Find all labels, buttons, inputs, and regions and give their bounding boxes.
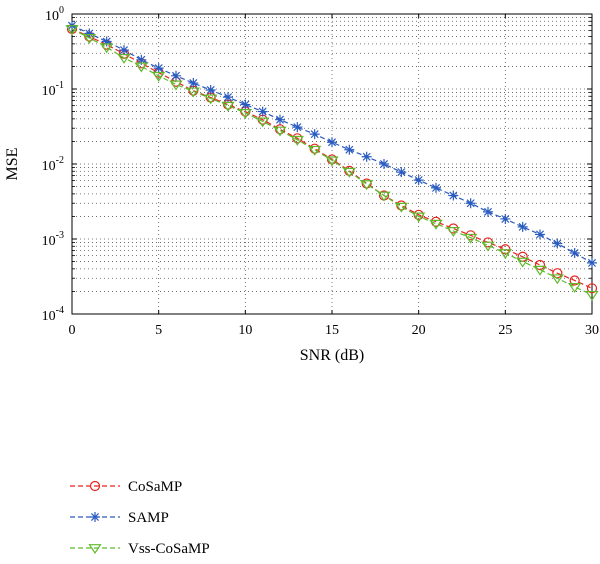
series-line — [71, 28, 593, 296]
data-point — [533, 265, 547, 276]
data-point — [88, 544, 102, 555]
data-point — [256, 117, 270, 128]
y-tick-label: 10-3 — [42, 230, 64, 249]
y-tick-label: 10-2 — [42, 155, 64, 174]
data-point — [377, 191, 391, 202]
data-point — [481, 241, 495, 252]
x-tick-label: 10 — [238, 323, 252, 338]
y-tick-label: 10-4 — [42, 305, 64, 324]
legend: CoSaMP SAMP Vss-CoSaMP — [70, 479, 210, 557]
series-vss-cosamp — [65, 25, 599, 301]
data-point — [84, 28, 95, 39]
data-point — [188, 78, 199, 89]
legend-item: Vss-CoSaMP — [70, 541, 210, 557]
x-tick-label: 15 — [325, 323, 339, 338]
data-point — [169, 80, 183, 91]
data-point — [171, 70, 181, 81]
data-point — [500, 213, 511, 224]
y-tick-label: 100 — [45, 5, 64, 24]
data-point — [431, 182, 441, 193]
legend-label: Vss-CoSaMP — [128, 541, 210, 557]
data-point — [273, 126, 287, 137]
data-point — [361, 151, 372, 162]
data-point — [342, 167, 356, 178]
data-point — [309, 129, 320, 140]
data-point — [379, 159, 389, 169]
data-point — [186, 87, 200, 98]
x-tick-label: 25 — [498, 323, 512, 338]
data-point — [535, 229, 545, 240]
data-point — [152, 71, 166, 82]
data-point — [446, 227, 460, 237]
data-point — [464, 233, 478, 244]
data-point — [586, 283, 598, 294]
legend-label: CoSaMP — [128, 479, 182, 495]
data-point — [223, 92, 233, 103]
data-point — [292, 122, 303, 133]
data-point — [396, 167, 407, 178]
data-point — [90, 512, 100, 522]
y-axis-label: MSE — [4, 148, 21, 181]
data-point — [238, 109, 252, 119]
data-point — [344, 144, 355, 155]
data-point — [275, 114, 285, 125]
data-point — [587, 257, 597, 268]
data-point — [119, 45, 129, 56]
data-point — [516, 257, 530, 268]
x-tick-label: 20 — [412, 323, 426, 338]
data-point — [498, 249, 512, 260]
data-point — [569, 248, 580, 259]
x-tick-label: 5 — [155, 323, 162, 338]
data-point — [569, 275, 580, 286]
data-point — [89, 480, 101, 492]
y-tick-label: 10-1 — [42, 80, 64, 99]
x-tick-label: 0 — [69, 323, 76, 338]
data-point — [100, 43, 114, 54]
data-point — [204, 94, 218, 105]
data-point — [136, 54, 147, 65]
data-point — [534, 259, 546, 271]
series — [65, 20, 599, 301]
data-point — [65, 25, 79, 36]
axis-ticks: 0 5 10 15 20 25 30 100 10-1 10-2 10-3 10-4 — [42, 5, 599, 338]
data-point — [308, 145, 322, 156]
data-point — [325, 156, 339, 167]
data-point — [448, 190, 459, 201]
data-point — [585, 290, 599, 301]
data-point — [568, 282, 582, 293]
legend-item: CoSaMP — [70, 479, 182, 495]
data-point — [134, 62, 148, 73]
data-point — [552, 238, 563, 249]
data-point — [117, 53, 131, 64]
data-point — [429, 219, 443, 230]
data-point — [360, 180, 374, 191]
data-point — [550, 274, 564, 285]
data-point — [412, 212, 426, 223]
data-point — [240, 99, 251, 110]
x-tick-label: 30 — [585, 323, 599, 338]
legend-item: SAMP — [70, 510, 169, 526]
data-point — [205, 84, 216, 95]
data-point — [483, 206, 493, 217]
data-point — [82, 34, 96, 44]
data-point — [327, 137, 337, 148]
data-point — [221, 101, 235, 112]
legend-label: SAMP — [128, 510, 169, 526]
data-point — [153, 63, 164, 74]
data-point — [413, 175, 424, 186]
x-axis-label: SNR (dB) — [300, 347, 364, 364]
data-point — [394, 202, 408, 213]
data-point — [290, 135, 304, 146]
data-point — [517, 221, 528, 232]
data-point — [101, 36, 112, 47]
data-point — [257, 106, 268, 117]
data-point — [465, 198, 476, 209]
